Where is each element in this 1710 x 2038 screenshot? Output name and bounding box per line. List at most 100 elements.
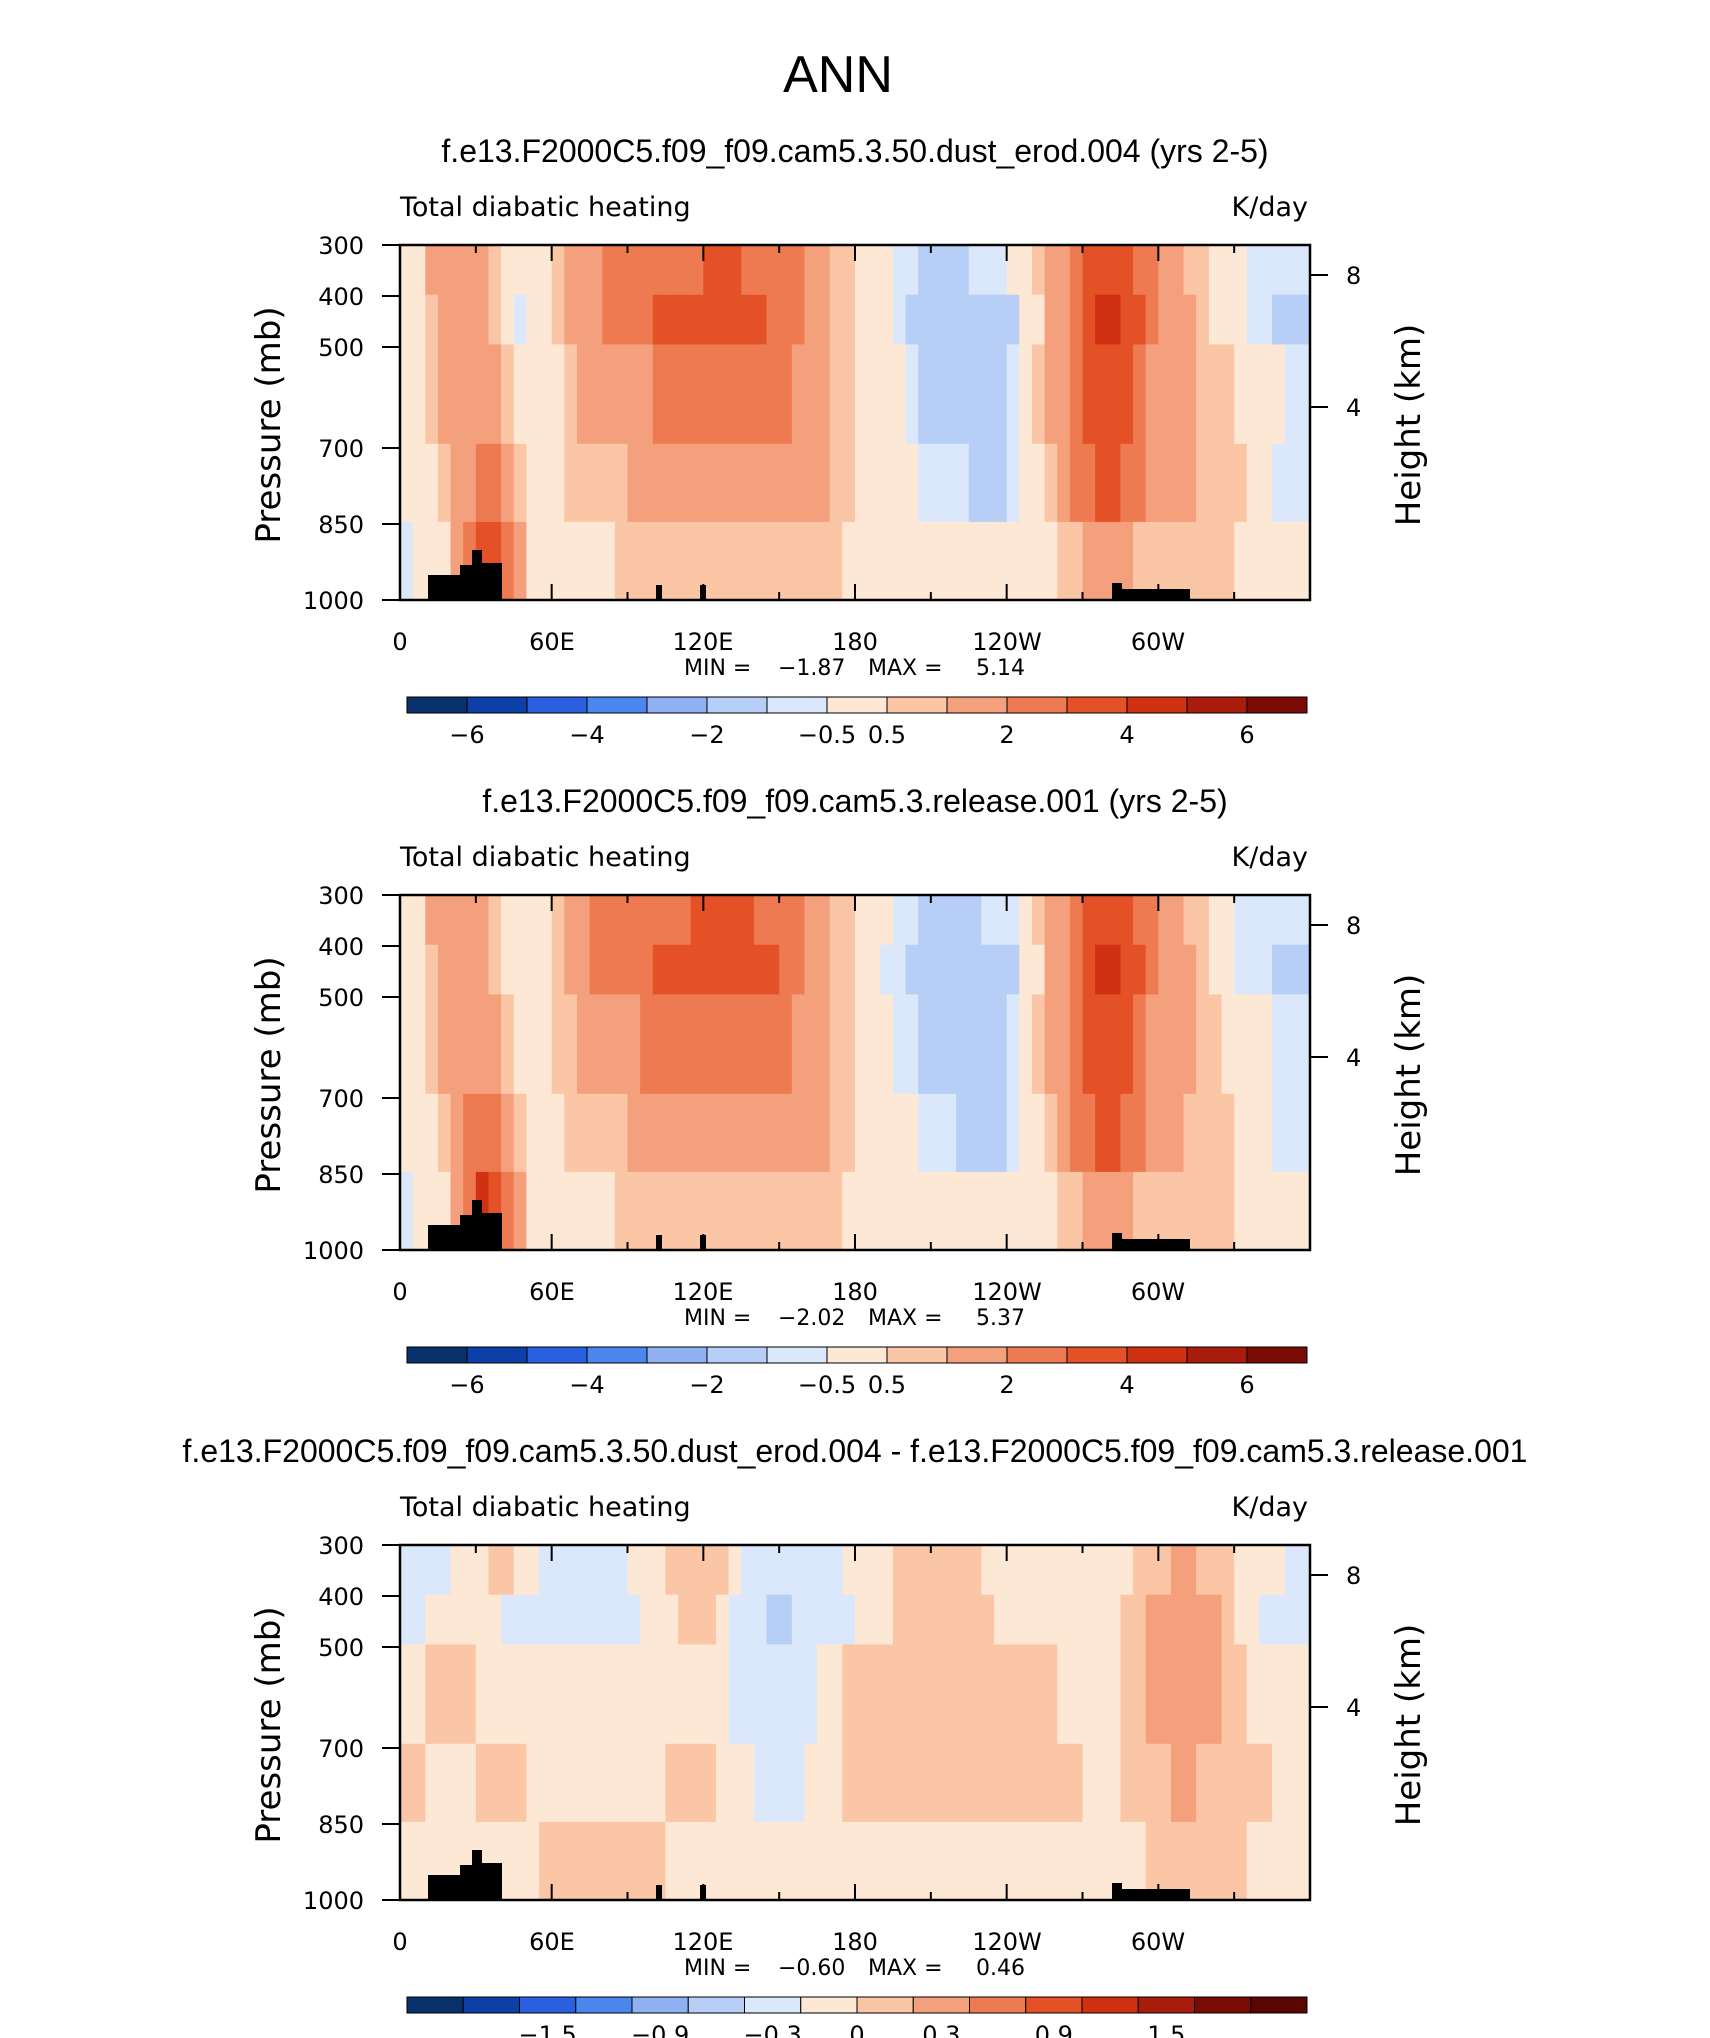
units-label: K/day: [1232, 1492, 1308, 1523]
field-cell: [892, 521, 907, 601]
field-cell: [1196, 521, 1210, 601]
field-cell: [678, 1644, 692, 1745]
field-cell: [1006, 1821, 1020, 1901]
field-cell: [425, 994, 439, 1095]
colorbar-swatch: [1137, 1996, 1195, 2014]
field-cell: [1107, 245, 1122, 296]
field-cell: [766, 944, 780, 995]
field-cell: [817, 245, 831, 296]
field-cell: [855, 944, 869, 995]
field-cell: [1158, 1821, 1172, 1901]
colorbar-swatch: [575, 1996, 633, 2014]
colorbar-label: −0.5: [798, 721, 856, 749]
colorbar-label: 1.5: [1147, 2021, 1185, 2038]
field-cell: [640, 944, 654, 995]
field-cell: [678, 1093, 692, 1173]
field-cell: [551, 1594, 565, 1645]
field-cell: [1158, 521, 1172, 601]
field-cell: [1259, 994, 1273, 1095]
field-cell: [1284, 1821, 1298, 1901]
topography: [1120, 1889, 1190, 1900]
field-cell: [1158, 1545, 1172, 1596]
field-cell: [690, 1644, 704, 1745]
field-cell: [855, 294, 869, 345]
field-cell: [880, 1594, 894, 1645]
field-cell: [400, 344, 414, 445]
field-cell: [1120, 443, 1134, 523]
field-cell: [526, 944, 540, 995]
field-cell: [855, 344, 869, 445]
field-cell: [513, 1545, 527, 1596]
field-cell: [627, 944, 641, 995]
field-cell: [1297, 1644, 1311, 1745]
field-cell: [703, 1545, 717, 1596]
field-cell: [1019, 1821, 1033, 1901]
field-cell: [817, 294, 831, 345]
field-cell: [678, 521, 692, 601]
field-cell: [1208, 1171, 1223, 1251]
field-cell: [400, 1821, 414, 1901]
field-cell: [791, 294, 806, 345]
topography: [482, 563, 502, 600]
field-cell: [437, 1545, 452, 1596]
field-cell: [842, 1545, 856, 1596]
field-cell: [614, 443, 629, 523]
field-cell: [640, 1821, 654, 1901]
field-cell: [791, 1644, 806, 1745]
field-cell: [576, 994, 591, 1095]
field-cell: [842, 1743, 856, 1823]
field-cell: [425, 944, 439, 995]
field-cell: [488, 1644, 502, 1745]
field-cell: [918, 895, 932, 946]
field-cell: [576, 294, 591, 345]
field-cell: [501, 1743, 515, 1823]
field-cell: [614, 245, 629, 296]
field-cell: [627, 245, 641, 296]
field-cell: [1272, 443, 1286, 523]
field-cell: [1145, 895, 1159, 946]
x-tick-label: 120W: [972, 1278, 1042, 1306]
field-cell: [678, 245, 692, 296]
field-cell: [930, 294, 945, 345]
variable-label: Total diabatic heating: [399, 842, 691, 873]
colorbar-label: −6: [449, 721, 484, 749]
field-cell: [463, 1594, 477, 1645]
field-cell: [1069, 895, 1084, 946]
y-tick-label: 400: [318, 933, 364, 961]
field-cell: [867, 443, 881, 523]
field-cell: [437, 443, 452, 523]
field-cell: [741, 1594, 755, 1645]
colorbar-label: 0: [849, 2021, 864, 2038]
field-cell: [640, 344, 654, 445]
field-cell: [880, 1644, 894, 1745]
field-cell: [804, 1594, 818, 1645]
field-cell: [1057, 1545, 1071, 1596]
field-cell: [1297, 1093, 1311, 1173]
field-cell: [564, 294, 578, 345]
field-cell: [1069, 1171, 1084, 1251]
field-cell: [501, 895, 515, 946]
field-cell: [1158, 1594, 1172, 1645]
field-cell: [1133, 294, 1147, 345]
field-cell: [1246, 895, 1261, 946]
field-cell: [1158, 895, 1172, 946]
field-cell: [905, 521, 919, 601]
field-cell: [880, 1171, 894, 1251]
field-cell: [1044, 944, 1058, 995]
field-cell: [475, 245, 490, 296]
field-cell: [930, 245, 945, 296]
x-tick-label: 120W: [972, 1928, 1042, 1956]
field-cell: [1246, 1821, 1261, 1901]
field-cell: [640, 294, 654, 345]
field-cell: [855, 1545, 869, 1596]
field-cell: [576, 1594, 591, 1645]
field-cell: [1158, 294, 1172, 345]
field-cell: [564, 944, 578, 995]
field-cell: [576, 344, 591, 445]
field-cell: [943, 294, 957, 345]
field-cell: [867, 895, 881, 946]
field-cell: [1107, 1594, 1122, 1645]
field-cell: [1170, 1644, 1185, 1745]
x-tick-label: 180: [832, 1278, 878, 1306]
field-cell: [715, 1171, 730, 1251]
